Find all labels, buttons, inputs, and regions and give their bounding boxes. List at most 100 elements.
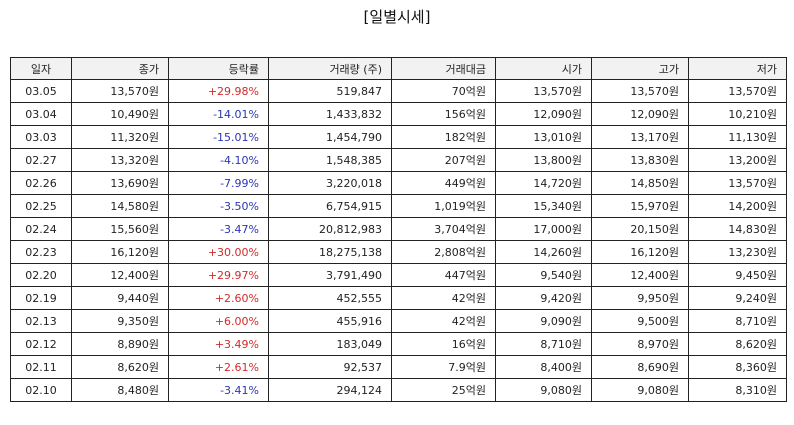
cell-open: 8,400원 [495,355,592,379]
cell-open: 14,720원 [495,171,592,195]
cell-high: 9,080원 [591,378,689,402]
cell-volume: 1,454,790 [268,125,392,149]
cell-high: 13,170원 [591,125,689,149]
cell-low: 11,130원 [688,125,787,149]
cell-trade-amount: 449억원 [391,171,496,195]
cell-low: 9,450원 [688,263,787,287]
cell-trade-amount: 42억원 [391,309,496,333]
cell-high: 13,830원 [591,148,689,172]
cell-trade-amount: 16억원 [391,332,496,356]
cell-open: 13,010원 [495,125,592,149]
cell-change-rate: -3.47% [168,217,269,241]
cell-change-rate: -7.99% [168,171,269,195]
table-row: 02.23 16,120원 +30.00% 18,275,138 2,808억원 14,2… [10,240,787,264]
cell-trade-amount: 25억원 [391,378,496,402]
cell-change-rate: +2.61% [168,355,269,379]
cell-trade-amount: 3,704억원 [391,217,496,241]
table-row: 02.27 13,320원 -4.10% 1,548,385 207억원 13,800원 1… [10,148,787,172]
cell-date: 03.03 [10,125,72,149]
cell-low: 13,230원 [688,240,787,264]
cell-open: 9,420원 [495,286,592,310]
cell-low: 8,310원 [688,378,787,402]
table-row: 02.19 9,440원 +2.60% 452,555 42억원 9,420원 9,950원… [10,286,787,310]
cell-change-rate: +2.60% [168,286,269,310]
cell-change-rate: +3.49% [168,332,269,356]
table-row: 03.05 13,570원 +29.98% 519,847 70억원 13,570원 13,… [10,79,787,103]
cell-open: 8,710원 [495,332,592,356]
cell-open: 12,090원 [495,102,592,126]
cell-close: 8,620원 [71,355,169,379]
header-close: 종가 [71,57,169,80]
cell-trade-amount: 7.9억원 [391,355,496,379]
cell-volume: 3,220,018 [268,171,392,195]
cell-volume: 455,916 [268,309,392,333]
table-row: 02.20 12,400원 +29.97% 3,791,490 447억원 9,540원 1… [10,263,787,287]
cell-high: 20,150원 [591,217,689,241]
cell-date: 02.24 [10,217,72,241]
cell-date: 02.26 [10,171,72,195]
cell-trade-amount: 156억원 [391,102,496,126]
cell-date: 03.04 [10,102,72,126]
cell-trade-amount: 447억원 [391,263,496,287]
header-volume: 거래량 (주) [268,57,392,80]
cell-date: 02.19 [10,286,72,310]
cell-low: 13,570원 [688,79,787,103]
cell-volume: 20,812,983 [268,217,392,241]
cell-trade-amount: 2,808억원 [391,240,496,264]
cell-close: 8,890원 [71,332,169,356]
table-row: 02.13 9,350원 +6.00% 455,916 42억원 9,090원 9,500원… [10,309,787,333]
cell-volume: 294,124 [268,378,392,402]
cell-low: 13,570원 [688,171,787,195]
cell-date: 02.25 [10,194,72,218]
cell-change-rate: -3.50% [168,194,269,218]
cell-close: 13,690원 [71,171,169,195]
cell-date: 02.12 [10,332,72,356]
cell-close: 16,120원 [71,240,169,264]
page-title: [일별시세] [363,8,431,26]
cell-volume: 18,275,138 [268,240,392,264]
table-row: 02.25 14,580원 -3.50% 6,754,915 1,019억원 15,340… [10,194,787,218]
header-low: 저가 [688,57,787,80]
header-high: 고가 [591,57,689,80]
cell-close: 9,350원 [71,309,169,333]
cell-date: 02.27 [10,148,72,172]
cell-close: 15,560원 [71,217,169,241]
table-body: 03.05 13,570원 +29.98% 519,847 70억원 13,570원 13,… [10,79,787,402]
table-header-row: 일자 종가 등락률 거래량 (주) 거래대금 시가 고가 저가 [10,57,787,80]
cell-open: 13,800원 [495,148,592,172]
cell-date: 02.10 [10,378,72,402]
cell-close: 13,320원 [71,148,169,172]
cell-volume: 3,791,490 [268,263,392,287]
cell-close: 12,400원 [71,263,169,287]
cell-open: 9,080원 [495,378,592,402]
cell-volume: 6,754,915 [268,194,392,218]
cell-date: 02.23 [10,240,72,264]
cell-high: 8,970원 [591,332,689,356]
daily-price-table: 일자 종가 등락률 거래량 (주) 거래대금 시가 고가 저가 03.05 13,… [10,57,787,402]
cell-change-rate: +29.98% [168,79,269,103]
table-row: 02.24 15,560원 -3.47% 20,812,983 3,704억원 17,00… [10,217,787,241]
cell-volume: 1,548,385 [268,148,392,172]
cell-volume: 452,555 [268,286,392,310]
cell-trade-amount: 1,019억원 [391,194,496,218]
cell-low: 14,830원 [688,217,787,241]
cell-open: 9,090원 [495,309,592,333]
cell-trade-amount: 207억원 [391,148,496,172]
cell-volume: 519,847 [268,79,392,103]
cell-change-rate: -4.10% [168,148,269,172]
table-row: 02.26 13,690원 -7.99% 3,220,018 449억원 14,720원 1… [10,171,787,195]
cell-close: 9,440원 [71,286,169,310]
cell-close: 11,320원 [71,125,169,149]
cell-change-rate: -14.01% [168,102,269,126]
cell-trade-amount: 42억원 [391,286,496,310]
table-row: 02.10 8,480원 -3.41% 294,124 25억원 9,080원 9,080원… [10,378,787,402]
header-trade-amount: 거래대금 [391,57,496,80]
cell-change-rate: -15.01% [168,125,269,149]
cell-change-rate: +29.97% [168,263,269,287]
cell-close: 13,570원 [71,79,169,103]
cell-change-rate: +6.00% [168,309,269,333]
cell-high: 9,500원 [591,309,689,333]
cell-close: 8,480원 [71,378,169,402]
header-date: 일자 [10,57,72,80]
header-open: 시가 [495,57,592,80]
